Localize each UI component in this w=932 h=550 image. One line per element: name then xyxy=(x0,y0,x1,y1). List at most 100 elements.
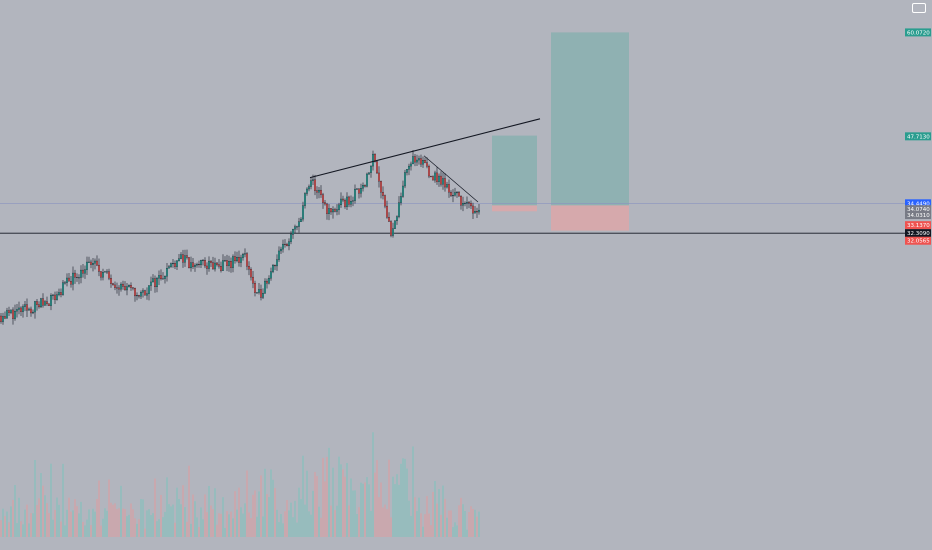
position-layer[interactable] xyxy=(492,32,629,231)
candle xyxy=(450,192,452,196)
candle xyxy=(332,209,334,213)
volume-bar xyxy=(240,507,242,537)
volume-bar xyxy=(36,505,38,537)
trendline-descending[interactable] xyxy=(423,155,479,203)
volume-bar xyxy=(204,494,206,537)
trendline-resistance[interactable] xyxy=(309,118,541,179)
candle xyxy=(104,271,106,273)
position-profit-zone-2[interactable] xyxy=(551,32,629,206)
candle xyxy=(122,283,124,287)
volume-bar xyxy=(328,447,330,537)
candle xyxy=(414,156,416,163)
volume-bar xyxy=(408,500,410,537)
volume-bar xyxy=(308,511,310,537)
candle xyxy=(312,179,314,181)
candle xyxy=(362,185,364,189)
candle xyxy=(334,209,336,212)
candle xyxy=(402,185,404,197)
position-stop-zone-1[interactable] xyxy=(492,205,537,212)
candle xyxy=(470,203,472,207)
candle xyxy=(40,298,42,308)
candle xyxy=(444,178,446,188)
volume-bar xyxy=(236,509,238,537)
candle xyxy=(114,284,116,288)
volume-bar xyxy=(296,522,298,537)
price-tag-label: 32.3090 xyxy=(907,231,930,237)
candle xyxy=(318,189,320,193)
price-tag[interactable]: 47.7130 xyxy=(905,132,931,141)
candle xyxy=(292,228,294,235)
volume-bar xyxy=(412,446,414,537)
volume-bar xyxy=(162,517,164,537)
candle xyxy=(170,263,172,267)
volume-bar xyxy=(214,488,216,537)
volume-bar xyxy=(58,504,60,537)
trendlines-layer[interactable] xyxy=(309,118,541,203)
candle xyxy=(84,269,86,274)
candle xyxy=(278,250,280,260)
volume-bar xyxy=(322,457,324,537)
candle xyxy=(132,287,134,289)
volume-bar xyxy=(62,463,64,537)
volume-bar xyxy=(372,432,374,537)
volume-bar xyxy=(306,470,308,537)
volume-bar xyxy=(394,484,396,537)
volume-bar xyxy=(174,522,176,537)
candle xyxy=(354,188,356,201)
candle xyxy=(96,260,98,266)
volume-bar xyxy=(130,503,132,537)
price-tag-label: 34.4490 xyxy=(907,201,930,207)
price-tag[interactable]: 34.0740 xyxy=(905,205,931,214)
volume-bar xyxy=(256,516,258,537)
position-stop-zone-2[interactable] xyxy=(551,205,629,231)
volume-bar xyxy=(34,460,36,537)
price-tag[interactable]: 33.1370 xyxy=(905,221,931,230)
candle xyxy=(258,289,260,293)
volume-bar xyxy=(40,473,42,537)
volume-bar xyxy=(448,510,450,537)
volume-bar xyxy=(450,510,452,537)
price-tag[interactable]: 32.3090 xyxy=(905,229,931,238)
price-tag[interactable]: 32.0565 xyxy=(905,236,931,245)
volume-bar xyxy=(356,513,358,537)
candle xyxy=(224,260,226,262)
volume-bar xyxy=(118,508,120,537)
volume-bar xyxy=(250,518,252,537)
volume-bar xyxy=(210,505,212,537)
candle xyxy=(208,260,210,269)
candle xyxy=(6,310,8,319)
volume-bar xyxy=(106,510,108,537)
candle xyxy=(244,253,246,255)
price-tag[interactable]: 60.0720 xyxy=(905,28,931,37)
candle xyxy=(288,241,290,247)
volume-bar xyxy=(152,513,154,537)
price-tag[interactable]: 34.0310 xyxy=(905,211,931,220)
candle xyxy=(34,301,36,313)
volume-bar xyxy=(180,504,182,537)
candle xyxy=(276,259,278,267)
volume-bar xyxy=(432,491,434,537)
price-tag-label: 32.0565 xyxy=(907,239,930,245)
volume-bar xyxy=(232,518,234,537)
screenshot-button[interactable] xyxy=(912,3,926,13)
position-profit-zone-1[interactable] xyxy=(492,135,537,206)
candle xyxy=(314,179,316,191)
candle xyxy=(376,161,378,174)
candle xyxy=(462,203,464,206)
candle xyxy=(8,310,10,313)
volume-bar xyxy=(46,503,48,537)
volume-bar xyxy=(124,509,126,537)
candle xyxy=(14,310,16,319)
price-tag[interactable]: 34.4490 xyxy=(905,199,931,208)
candles-layer xyxy=(0,150,480,325)
volume-bar xyxy=(380,482,382,537)
candle xyxy=(428,166,430,177)
candle xyxy=(68,277,70,282)
price-tag-label: 34.0740 xyxy=(907,207,930,213)
volume-bar xyxy=(274,488,276,537)
volume-bar xyxy=(220,513,222,537)
volume-bar xyxy=(346,463,348,537)
